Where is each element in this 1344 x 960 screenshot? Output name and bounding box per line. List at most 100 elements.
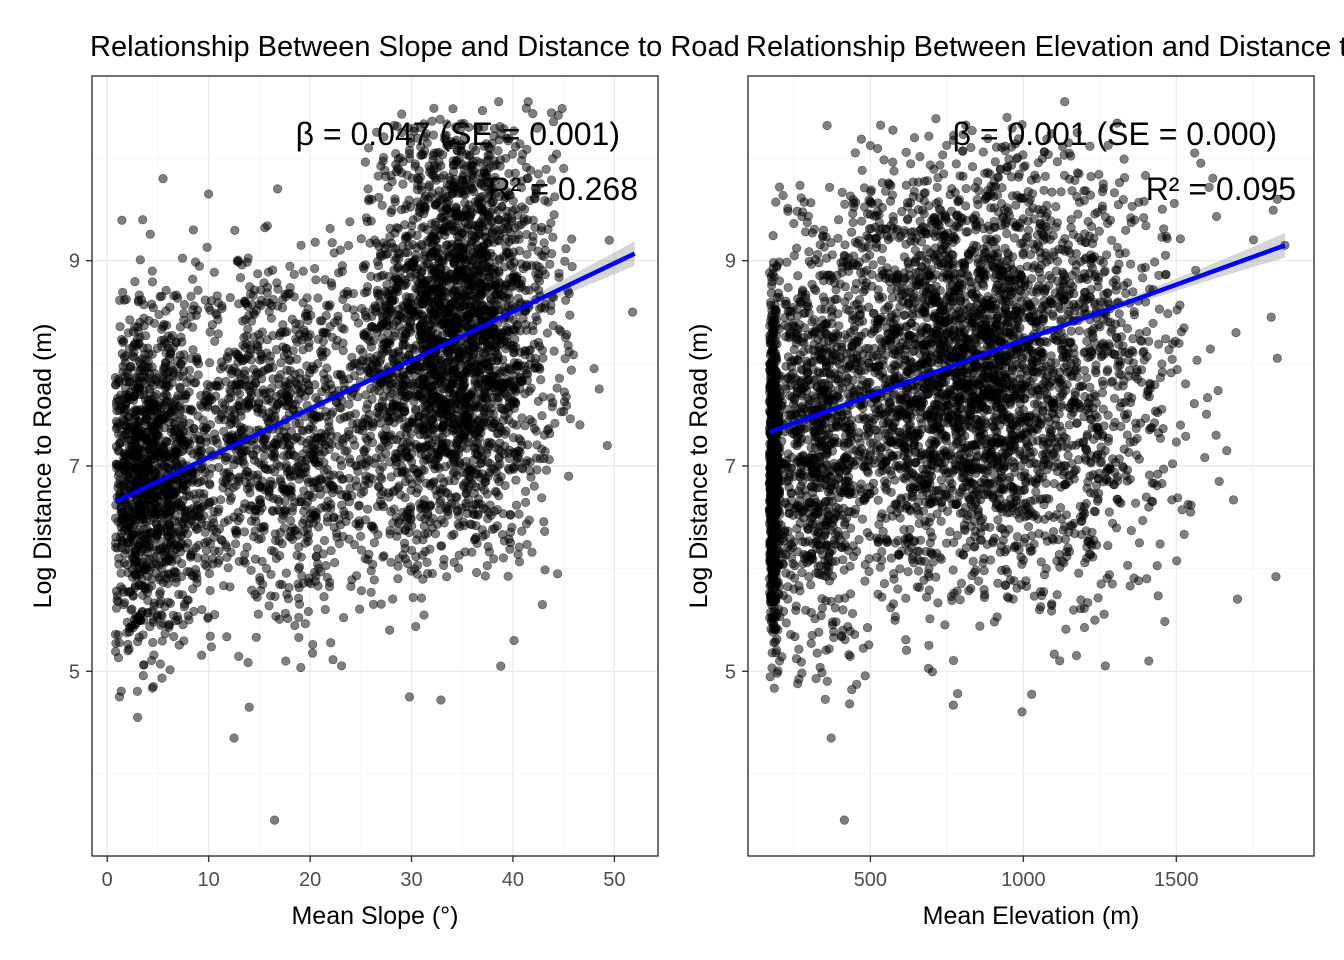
data-point [497,529,508,540]
data-point [111,603,122,613]
data-point [147,606,157,616]
data-point [453,449,464,459]
data-point [121,450,131,461]
data-point [155,589,165,599]
data-point [176,539,186,549]
data-point [356,234,366,244]
data-point [204,302,214,313]
data-point [511,387,521,397]
data-point [294,542,304,552]
data-point [521,519,532,529]
data-point [121,545,131,555]
data-point [202,387,212,397]
data-point [147,277,158,287]
data-point [418,334,428,344]
data-point [118,287,128,298]
data-point [335,520,346,530]
data-point [118,361,128,372]
data-point [193,370,203,380]
data-point [386,295,396,305]
data-point [515,326,525,336]
data-point [530,222,540,232]
data-point [430,356,440,366]
data-point [501,426,511,436]
data-point [326,546,336,556]
data-point [337,323,347,333]
data-point [112,543,122,553]
chart-title: Relationship Between Slope and Distance … [90,31,740,63]
data-point [415,202,425,212]
data-point [546,393,556,403]
data-point [392,531,402,541]
data-point [493,336,503,346]
data-point [548,154,558,164]
data-point [174,410,184,420]
data-point [205,585,215,596]
data-point [505,538,516,548]
data-point [169,417,179,427]
data-point [386,171,396,181]
data-point [209,496,219,506]
data-point [422,236,433,246]
data-point [486,248,496,258]
data-point [275,461,285,471]
data-point [240,315,251,325]
data-point [565,310,575,320]
data-point [214,546,224,556]
data-point [373,413,383,423]
data-point [436,541,446,551]
data-point [550,418,560,428]
data-point [328,513,339,523]
data-point [536,375,546,385]
data-point [421,361,431,371]
data-point [140,355,151,365]
data-point [347,575,357,585]
data-point [275,474,285,484]
data-point [476,276,486,286]
data-point [390,197,400,207]
data-point [560,354,570,364]
data-point [420,191,430,201]
data-point [270,591,280,602]
data-point [264,491,275,502]
data-point [281,343,291,354]
data-point [539,251,549,262]
data-point [470,535,480,545]
data-point [350,409,361,419]
data-point [549,210,559,220]
data-point [439,420,449,430]
data-point [368,599,379,610]
data-point [385,304,395,314]
data-point [281,568,291,578]
data-point [406,485,416,495]
data-point [229,460,239,470]
data-point [275,550,285,561]
data-point [517,464,528,474]
data-point [411,621,421,632]
data-point [514,557,525,567]
data-point [401,329,411,339]
data-point [147,394,157,405]
data-point [429,283,439,293]
data-point [138,630,148,640]
data-point [561,244,571,254]
data-point [448,468,458,478]
data-point [310,263,320,274]
data-point [367,194,377,204]
data-point [310,567,320,577]
data-point [458,173,468,183]
data-point [328,655,338,665]
data-point [530,363,540,373]
data-point [566,365,577,375]
data-point [467,280,477,290]
data-point [367,474,378,484]
data-point [132,463,142,473]
data-point [165,665,175,675]
data-point [486,352,496,362]
data-point [559,406,569,417]
data-point [253,609,263,619]
data-point [284,531,294,541]
data-point [177,517,187,528]
data-point [475,472,485,483]
data-point [127,441,138,451]
